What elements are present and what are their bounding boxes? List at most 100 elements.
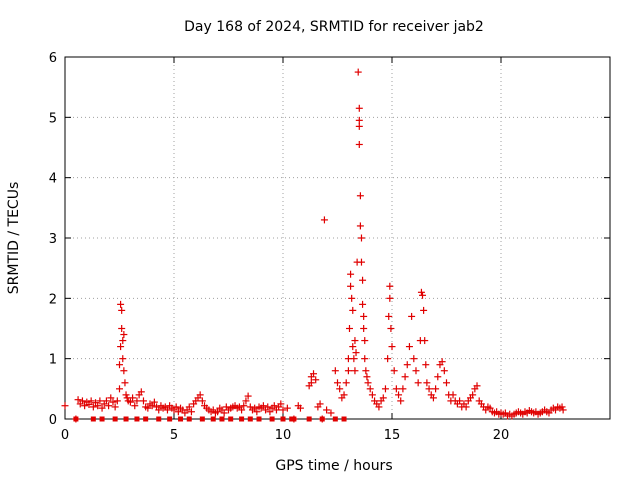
y-tick-label: 4 bbox=[49, 172, 57, 187]
data-point bbox=[296, 404, 304, 412]
data-point bbox=[155, 406, 163, 414]
data-point bbox=[401, 373, 409, 381]
data-point bbox=[87, 397, 95, 405]
data-point bbox=[340, 391, 348, 399]
zero-marker bbox=[178, 416, 184, 422]
data-point bbox=[385, 312, 393, 320]
x-tick-label: 0 bbox=[61, 428, 69, 443]
zero-marker bbox=[269, 416, 275, 422]
data-point bbox=[331, 367, 339, 375]
data-point bbox=[360, 325, 368, 332]
data-point bbox=[366, 385, 374, 393]
data-point bbox=[323, 406, 331, 414]
data-point bbox=[118, 325, 126, 332]
data-point bbox=[342, 379, 350, 387]
data-point bbox=[351, 337, 359, 345]
zero-marker bbox=[90, 416, 96, 422]
zero-marker bbox=[306, 416, 312, 422]
x-axis-label: GPS time / hours bbox=[275, 458, 392, 474]
zero-marker bbox=[219, 416, 225, 422]
zero-marker bbox=[186, 416, 192, 422]
zero-marker bbox=[199, 416, 205, 422]
data-point bbox=[559, 406, 567, 414]
data-point bbox=[390, 367, 398, 375]
data-point bbox=[381, 385, 389, 393]
data-point bbox=[150, 398, 158, 406]
data-point bbox=[61, 402, 69, 410]
data-point bbox=[399, 385, 407, 393]
data-point bbox=[81, 402, 89, 410]
data-point bbox=[351, 367, 359, 375]
data-point bbox=[429, 394, 437, 402]
data-point bbox=[139, 397, 147, 405]
data-point bbox=[438, 358, 446, 366]
data-point bbox=[384, 355, 392, 363]
zero-marker bbox=[341, 416, 347, 422]
data-point bbox=[279, 406, 287, 414]
data-point bbox=[356, 222, 364, 230]
y-tick-label: 0 bbox=[49, 413, 57, 428]
x-tick-label: 5 bbox=[170, 428, 178, 443]
data-point bbox=[387, 325, 395, 332]
data-point bbox=[98, 404, 106, 412]
zero-marker bbox=[247, 416, 253, 422]
data-point bbox=[432, 385, 440, 393]
data-points bbox=[61, 68, 567, 423]
data-point bbox=[334, 379, 341, 387]
data-point bbox=[336, 385, 344, 393]
data-point bbox=[119, 355, 127, 363]
data-point bbox=[355, 122, 363, 130]
data-point bbox=[462, 403, 470, 411]
zero-marker bbox=[228, 416, 234, 422]
data-point bbox=[357, 234, 365, 242]
data-point bbox=[347, 282, 355, 290]
zero-marker bbox=[143, 416, 149, 422]
zero-marker bbox=[134, 416, 140, 422]
data-point bbox=[355, 104, 363, 112]
data-point bbox=[386, 282, 394, 290]
data-point bbox=[174, 408, 182, 416]
data-point bbox=[163, 406, 171, 414]
zero-marker bbox=[156, 416, 162, 422]
data-point bbox=[348, 294, 356, 302]
data-point bbox=[307, 379, 315, 387]
data-point bbox=[105, 402, 113, 410]
data-point bbox=[419, 291, 427, 299]
y-tick-label: 5 bbox=[49, 111, 57, 126]
data-point bbox=[355, 140, 363, 148]
data-point bbox=[277, 400, 285, 408]
axis-ticks: 0 1 2 3 4 5 6 0 5 10 15 20 bbox=[49, 51, 610, 443]
data-point bbox=[379, 394, 387, 402]
data-point bbox=[414, 379, 422, 387]
zero-marker bbox=[167, 416, 173, 422]
data-point bbox=[420, 306, 428, 314]
data-point bbox=[148, 402, 156, 410]
data-point bbox=[397, 397, 405, 405]
data-point bbox=[386, 294, 394, 302]
data-point bbox=[244, 392, 252, 400]
data-point bbox=[242, 397, 250, 405]
data-point bbox=[120, 331, 128, 339]
data-point bbox=[388, 343, 396, 351]
data-point bbox=[473, 382, 481, 390]
data-point bbox=[456, 397, 464, 405]
data-point bbox=[412, 367, 420, 375]
data-point bbox=[220, 409, 228, 417]
data-point bbox=[312, 376, 320, 384]
data-point bbox=[89, 403, 97, 411]
data-point bbox=[350, 355, 358, 363]
x-tick-label: 10 bbox=[275, 428, 292, 443]
data-point bbox=[85, 401, 93, 409]
data-point bbox=[357, 258, 365, 266]
data-point bbox=[363, 373, 371, 381]
data-point bbox=[443, 379, 450, 387]
y-tick-label: 6 bbox=[49, 51, 57, 66]
zero-marker bbox=[319, 416, 325, 422]
data-point bbox=[354, 68, 362, 76]
zero-marker bbox=[112, 416, 118, 422]
data-point bbox=[417, 288, 425, 296]
data-point bbox=[74, 396, 82, 404]
data-point bbox=[122, 391, 130, 399]
data-point bbox=[421, 337, 429, 345]
